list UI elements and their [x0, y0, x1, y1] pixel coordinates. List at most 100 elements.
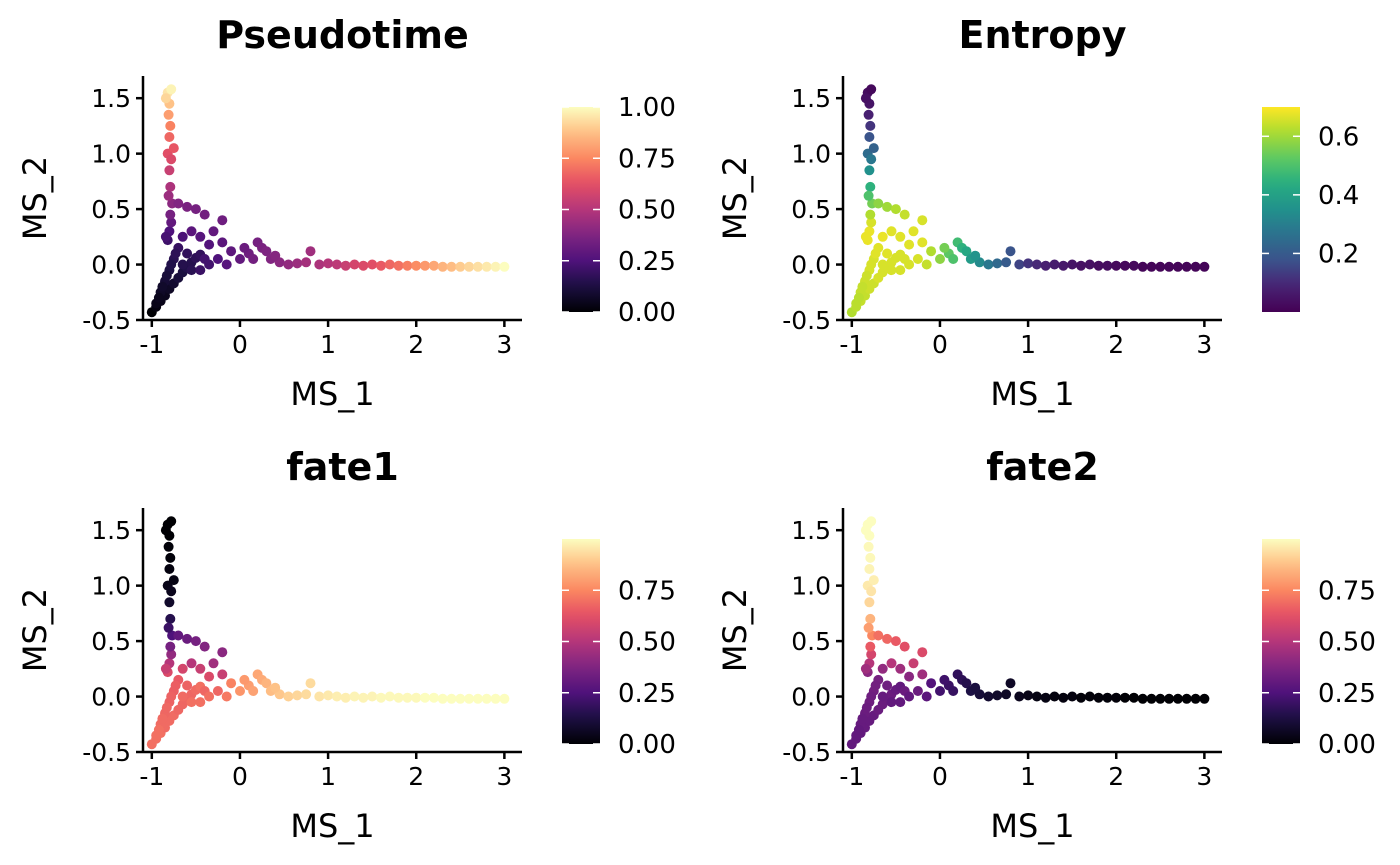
scatter-point [877, 691, 888, 702]
scatter-point [166, 516, 177, 527]
scatter-point [208, 658, 219, 669]
scatter-point [499, 693, 510, 704]
scatter-points [146, 84, 510, 318]
scatter-point [182, 633, 193, 644]
scatter-point [1014, 259, 1025, 270]
scatter-point [866, 586, 877, 597]
scatter-point [1172, 261, 1183, 272]
scatter-point [160, 663, 171, 674]
y-tick-label: -0.5 [782, 738, 831, 767]
scatter-point [1155, 261, 1166, 272]
scatter-point [301, 689, 312, 700]
scatter-point [1005, 678, 1016, 689]
x-tick-label: -1 [839, 762, 864, 791]
x-tick-label: 2 [408, 762, 424, 791]
scatter-point [1049, 259, 1060, 270]
scatter-point [866, 217, 877, 228]
scatter-point [935, 254, 945, 264]
scatter-point [895, 231, 906, 242]
scatter-point [168, 575, 179, 586]
scatter-point [261, 246, 272, 257]
scatter-point [166, 84, 177, 95]
scatter-point [1040, 692, 1051, 703]
scatter-point [908, 658, 919, 669]
scatter-point [877, 259, 888, 270]
scatter-point [992, 258, 1003, 269]
scatter-point [166, 259, 177, 270]
y-axis-label: MS_2 [16, 156, 54, 240]
scatter-point [177, 663, 188, 674]
scatter-point [983, 259, 994, 270]
scatter-point [490, 693, 501, 704]
scatter-point [402, 260, 413, 271]
y-tick-label: 0.0 [91, 251, 131, 280]
scatter-point [1146, 693, 1157, 704]
scatter-point [868, 575, 879, 586]
y-tick-label: 0.0 [91, 683, 131, 712]
scatter-point [1181, 261, 1192, 272]
scatter-point [217, 215, 228, 226]
scatter-point [1111, 260, 1122, 271]
y-tick-label: 1.5 [91, 84, 131, 113]
scatter-point [1001, 257, 1012, 268]
scatter-point [912, 686, 923, 696]
scatter-point [160, 525, 171, 536]
scatter-point [420, 692, 430, 703]
scatter-point [182, 201, 193, 212]
x-tick-label: 3 [1196, 330, 1212, 359]
scatter-point [195, 697, 206, 708]
y-tick-label: 1.5 [791, 84, 831, 113]
scatter-point [186, 697, 197, 708]
scatter-point [165, 209, 176, 220]
scatter-point [895, 697, 906, 708]
scatter-point [376, 260, 386, 271]
scatter-point [865, 552, 876, 563]
scatter-point [935, 686, 945, 696]
scatter-point [239, 242, 250, 253]
scatter-point [314, 259, 325, 270]
x-tick-label: -1 [139, 762, 164, 791]
scatter-point [226, 246, 237, 257]
scatter-point [204, 691, 215, 702]
y-tick-label: -0.5 [82, 306, 131, 335]
scatter-point [248, 254, 259, 264]
scatter-point [340, 692, 351, 703]
scatter-point [270, 250, 281, 261]
scatter-point [208, 226, 219, 237]
scatter-point [904, 239, 915, 250]
scatter-point [882, 633, 893, 644]
scatter-point [164, 165, 175, 176]
scatter-point [870, 680, 881, 691]
scatter-point [163, 109, 174, 120]
scatter-point [917, 647, 928, 658]
scatter-point [153, 724, 164, 735]
scatter-point [166, 217, 177, 228]
scatter-point [970, 682, 981, 693]
colorbar-tick-label: 0.00 [1318, 730, 1376, 760]
scatter-point [1199, 261, 1210, 272]
scatter-point [1128, 260, 1139, 271]
colorbar-tick-label: 0.25 [618, 247, 676, 277]
x-tick-label: 2 [1108, 330, 1124, 359]
scatter-point [863, 541, 874, 552]
colorbar-tick-label: 1.00 [618, 93, 676, 123]
scatter-point [860, 231, 871, 242]
scatter-point [861, 270, 872, 281]
scatter-point [190, 636, 201, 647]
scatter-point [1190, 693, 1201, 704]
scatter-point [866, 259, 877, 270]
scatter-point [899, 209, 910, 220]
scatter-point [948, 686, 959, 696]
scatter-point [882, 248, 893, 259]
scatter-point [376, 692, 386, 703]
scatter-point [1093, 260, 1104, 271]
scatter-point [349, 259, 360, 270]
scatter-point [455, 261, 466, 272]
y-tick-label: 1.5 [91, 516, 131, 545]
scatter-point [866, 84, 877, 95]
scatter-point [873, 198, 884, 209]
scatter-point [411, 692, 422, 703]
scatter-point [1067, 259, 1078, 270]
y-tick-label: 1.0 [91, 572, 131, 601]
